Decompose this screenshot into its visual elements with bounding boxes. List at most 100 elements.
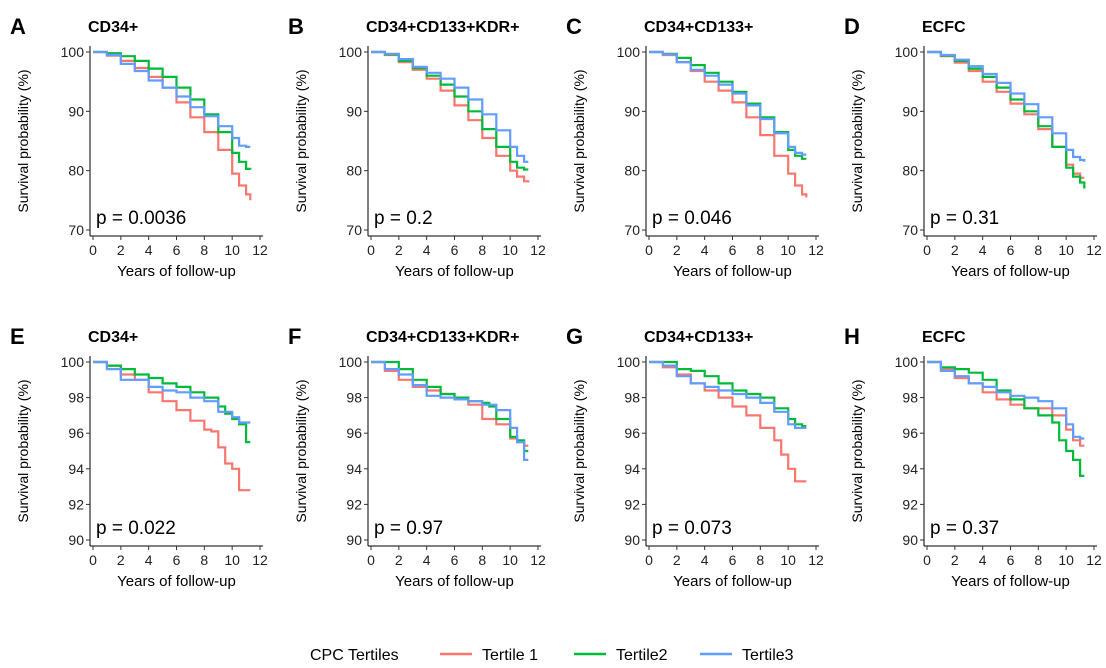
x-tick-label: 0 [89,552,97,568]
x-tick-label: 10 [1058,242,1074,258]
y-axis-label: Survival probability (%) [293,379,309,522]
panel-title: CD34+CD133+ [644,19,753,36]
panel-e: E CD34+ 90 92 94 96 98 100 0 2 4 6 8 10 12 Years of fol… [10,324,268,590]
x-tick-label: 12 [252,242,268,258]
x-axis-label: Years of follow-up [395,573,514,590]
x-tick-label: 6 [1007,552,1015,568]
x-tick-label: 6 [1007,242,1015,258]
panel-title: CD34+CD133+ [644,329,753,346]
series-line-tertile-2 [371,360,529,453]
x-tick-label: 8 [200,552,208,568]
x-tick-label: 10 [224,552,240,568]
series-line-tertile-2 [649,360,807,428]
series-line-tertile-1 [371,360,529,447]
series-line-tertile-2 [649,50,807,160]
y-tick-label: 90 [902,103,918,119]
y-tick-label: 70 [902,222,918,238]
x-tick-label: 0 [89,242,97,258]
y-tick-label: 92 [902,496,918,512]
y-axis-label: Survival probability (%) [15,69,31,212]
x-tick-label: 6 [729,552,737,568]
series-line-tertile-3 [649,360,807,429]
y-tick-label: 90 [624,532,640,548]
y-tick-label: 100 [61,354,85,370]
x-axis-label: Years of follow-up [395,263,514,280]
panel-letter: A [10,14,26,39]
x-tick-label: 4 [145,552,153,568]
y-tick-label: 98 [902,390,918,406]
x-tick-label: 4 [701,242,709,258]
y-axis-label: Survival probability (%) [849,69,865,212]
y-tick-label: 96 [624,425,640,441]
x-tick-label: 8 [478,242,486,258]
panel-letter: B [288,14,304,39]
y-tick-label: 100 [895,354,919,370]
x-tick-label: 0 [645,242,653,258]
y-tick-label: 92 [624,496,640,512]
x-tick-label: 6 [451,242,459,258]
panel-h: H ECFC 90 92 94 96 98 100 0 2 4 6 8 10 12 Years of foll… [844,324,1102,590]
y-tick-label: 100 [617,44,641,60]
series-line-tertile-1 [927,50,1085,179]
y-axis-label: Survival probability (%) [15,379,31,522]
x-axis-label: Years of follow-up [951,573,1070,590]
y-tick-label: 96 [68,425,84,441]
x-tick-label: 0 [367,242,375,258]
x-tick-label: 10 [502,242,518,258]
y-tick-label: 100 [895,44,919,60]
x-tick-label: 4 [145,242,153,258]
panel-c: C CD34+CD133+ 70 80 90 100 0 2 4 6 8 10 12 Years of f… [566,14,824,280]
panel-b: B CD34+CD133+KDR+ 70 80 90 100 0 2 4 6 8 10 12 Years … [288,14,546,280]
y-tick-label: 90 [346,532,362,548]
series-line-tertile-1 [649,360,807,483]
panel-title: ECFC [922,19,966,36]
panel-title: CD34+CD133+KDR+ [366,329,519,346]
x-tick-label: 8 [200,242,208,258]
x-tick-label: 4 [423,552,431,568]
y-tick-label: 100 [339,354,363,370]
y-tick-label: 100 [339,44,363,60]
y-axis-label: Survival probability (%) [849,379,865,522]
series-line-tertile-3 [93,360,251,424]
y-tick-label: 94 [346,461,362,477]
legend-title: CPC Tertiles [310,647,399,664]
x-tick-label: 0 [367,552,375,568]
y-axis-label: Survival probability (%) [571,69,587,212]
y-tick-label: 100 [61,44,85,60]
x-tick-label: 6 [729,242,737,258]
series-line-tertile-3 [927,50,1086,162]
x-tick-label: 12 [808,242,824,258]
y-tick-label: 96 [346,425,362,441]
y-tick-label: 80 [624,163,640,179]
panel-title: CD34+CD133+KDR+ [366,19,519,36]
panel-letter: H [844,324,860,349]
series-line-tertile-3 [371,360,529,461]
legend-entry: Tertile 1 [482,647,538,664]
legend: CPC Tertiles Tertile 1 Tertile2 Tertile3 [310,647,794,664]
x-tick-label: 0 [645,552,653,568]
panel-g: G CD34+CD133+ 90 92 94 96 98 100 0 2 4 6 8 10 12 Years … [566,324,824,590]
x-tick-label: 8 [756,552,764,568]
series-line-tertile-2 [371,50,529,171]
y-axis-label: Survival probability (%) [293,69,309,212]
x-tick-label: 12 [1086,242,1102,258]
p-value: p = 0.073 [652,518,732,539]
y-tick-label: 100 [617,354,641,370]
y-tick-label: 90 [68,532,84,548]
p-value: p = 0.046 [652,208,732,229]
x-axis-label: Years of follow-up [117,263,236,280]
panel-d: D ECFC 70 80 90 100 0 2 4 6 8 10 12 Years of follow-u… [844,14,1102,280]
x-tick-label: 2 [673,242,681,258]
x-tick-label: 8 [478,552,486,568]
x-tick-label: 4 [423,242,431,258]
x-tick-label: 10 [224,242,240,258]
y-tick-label: 70 [346,222,362,238]
panel-letter: F [288,324,301,349]
panel-title: ECFC [922,329,966,346]
y-tick-label: 90 [346,103,362,119]
panel-f: F CD34+CD133+KDR+ 90 92 94 96 98 100 0 2 4 6 8 10 12 Ye… [288,324,546,590]
x-tick-label: 6 [451,552,459,568]
p-value: p = 0.31 [930,208,999,229]
y-tick-label: 80 [902,163,918,179]
x-tick-label: 0 [923,242,931,258]
